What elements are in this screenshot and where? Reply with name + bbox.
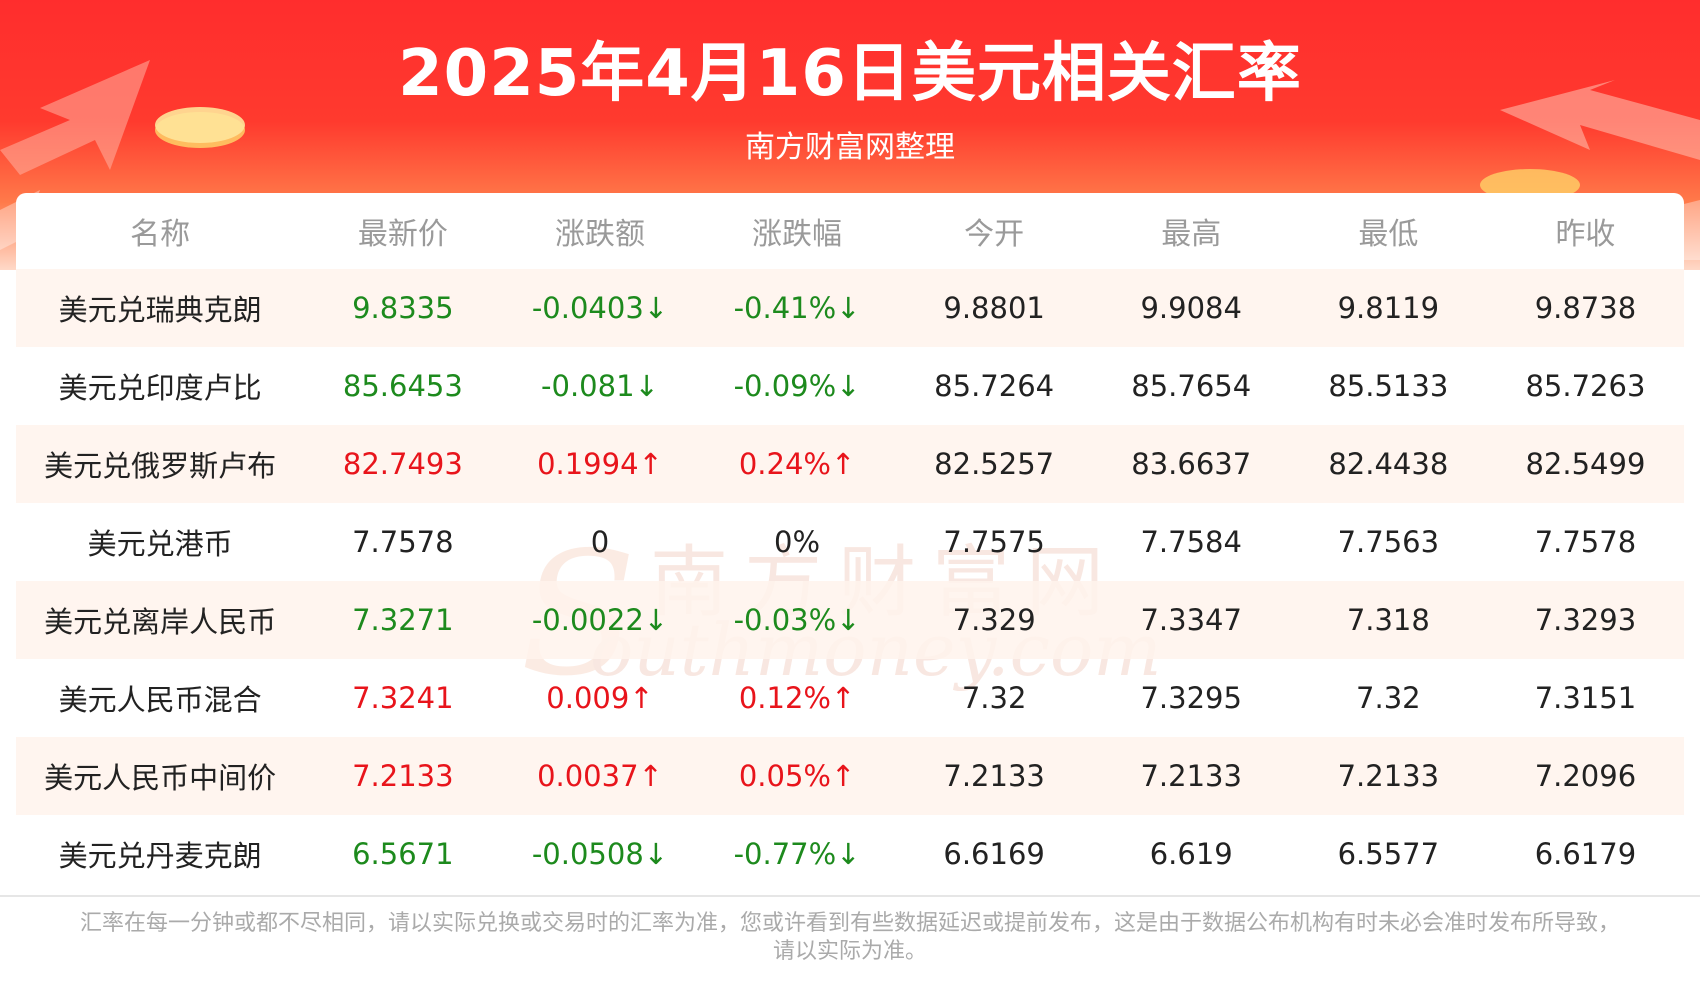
cell-open: 6.6169 [943, 837, 1045, 871]
cell-name: 美元兑离岸人民币 [16, 581, 305, 659]
cell-name: 美元兑瑞典克朗 [16, 269, 305, 347]
cell-name: 美元人民币中间价 [16, 737, 305, 815]
footer-divider [0, 895, 1700, 897]
cell-latest: 7.3271 [304, 581, 502, 659]
cell-low: 7.7563 [1337, 525, 1440, 559]
table-row: 美元兑离岸人民币 7.3271 -0.0022↓ -0.03%↓ 7.329 7.3347… [16, 581, 1684, 659]
cell-change-pct: -0.41%↓ [698, 269, 896, 347]
cell-low: 7.2133 [1289, 737, 1487, 815]
cell-change-pct: -0.03%↓ [698, 581, 896, 659]
cell-latest: 7.3241 [352, 681, 454, 715]
cell-high: 7.2133 [1092, 737, 1290, 815]
cell-high: 6.619 [1149, 837, 1233, 871]
column-header-latest: 最新价 [357, 217, 448, 252]
cell-high: 85.7654 [1131, 369, 1252, 403]
cell-prev-close: 7.2096 [1486, 737, 1684, 815]
cell-high: 9.9084 [1092, 269, 1290, 347]
cell-change: -0.0022↓ [501, 581, 699, 659]
cell-name: 美元兑俄罗斯卢布 [16, 425, 305, 503]
cell-latest: 9.8335 [304, 269, 502, 347]
column-header-open: 今开 [964, 217, 1025, 252]
cell-change-pct: 0.12%↑ [738, 681, 856, 715]
cell-change-pct: -0.77%↓ [733, 837, 861, 871]
cell-low: 7.32 [1356, 681, 1421, 715]
cell-prev-close: 82.5499 [1486, 425, 1684, 503]
cell-prev-close: 7.3151 [1534, 681, 1637, 715]
cell-low: 6.5577 [1337, 837, 1440, 871]
cell-open: 7.7575 [943, 525, 1045, 559]
cell-change: -0.0508↓ [531, 837, 669, 871]
cell-latest: 85.6453 [342, 369, 463, 403]
table-body: 美元兑瑞典克朗 9.8335 -0.0403↓ -0.41%↓ 9.8801 9.9084… [16, 269, 1684, 893]
table-header-row: 名称 最新价 涨跌额 涨跌幅 今开 最高 最低 昨收 [16, 193, 1684, 269]
cell-prev-close: 6.6179 [1534, 837, 1637, 871]
page-title: 2025年4月16日美元相关汇率 [398, 37, 1302, 111]
cell-open: 82.5257 [895, 425, 1093, 503]
cell-change: 0 [590, 525, 610, 559]
cell-prev-close: 7.3293 [1486, 581, 1684, 659]
column-header-prev-close: 昨收 [1555, 217, 1616, 252]
cell-change-pct: 0.05%↑ [698, 737, 896, 815]
cell-change: -0.0403↓ [501, 269, 699, 347]
table-row: 美元人民币中间价 7.2133 0.0037↑ 0.05%↑ 7.2133 7.2133 7… [16, 737, 1684, 815]
coin-decoration-left [155, 107, 245, 148]
cell-prev-close: 85.7263 [1525, 369, 1646, 403]
cell-high: 83.6637 [1092, 425, 1290, 503]
cell-open: 9.8801 [895, 269, 1093, 347]
cell-latest: 82.7493 [304, 425, 502, 503]
cell-change-pct: 0% [774, 525, 821, 559]
column-header-change-pct: 涨跌幅 [752, 217, 843, 252]
table-row: 美元兑港币 7.7578 0 0% 7.7575 7.7584 7.7563 7.7578 [16, 503, 1684, 581]
cell-open: 7.32 [961, 681, 1027, 715]
cell-change-pct: 0.24%↑ [698, 425, 896, 503]
disclaimer: 汇率在每一分钟或都不尽相同，请以实际兑换或交易时的汇率为准，您或许看到有些数据延… [60, 910, 1640, 966]
cell-name: 美元人民币混合 [58, 683, 262, 717]
cell-high: 7.3295 [1140, 681, 1242, 715]
cell-change: 0.009↑ [546, 681, 654, 715]
cell-name: 美元兑丹麦克朗 [58, 839, 262, 873]
column-header-change: 涨跌额 [554, 217, 645, 252]
column-header-high: 最高 [1161, 217, 1222, 252]
cell-name: 美元兑港币 [87, 527, 233, 561]
cell-high: 7.3347 [1092, 581, 1290, 659]
cell-latest: 7.2133 [304, 737, 502, 815]
cell-change-pct: -0.09%↓ [733, 369, 861, 403]
table-row: 美元兑俄罗斯卢布 82.7493 0.1994↑ 0.24%↑ 82.5257 83.66… [16, 425, 1684, 503]
cell-open: 7.2133 [895, 737, 1093, 815]
cell-high: 7.7584 [1140, 525, 1242, 559]
table-row: 美元兑瑞典克朗 9.8335 -0.0403↓ -0.41%↓ 9.8801 9.9084… [16, 269, 1684, 347]
cell-latest: 6.5671 [352, 837, 454, 871]
cell-low: 82.4438 [1289, 425, 1487, 503]
disclaimer-line-1: 汇率在每一分钟或都不尽相同，请以实际兑换或交易时的汇率为准，您或许看到有些数据延… [79, 911, 1620, 936]
disclaimer-line-2: 请以实际为准。 [772, 939, 927, 964]
cell-open: 85.7264 [934, 369, 1055, 403]
table-row: 美元人民币混合 7.3241 0.009↑ 0.12%↑ 7.32 7.3295 7.32 7… [16, 659, 1684, 737]
table-row: 美元兑丹麦克朗 6.5671 -0.0508↓ -0.77%↓ 6.6169 6.619 6… [16, 815, 1684, 893]
cell-name: 美元兑印度卢比 [58, 371, 262, 405]
cell-open: 7.329 [895, 581, 1093, 659]
page-subtitle: 南方财富网整理 [745, 130, 955, 165]
cell-change: 0.0037↑ [501, 737, 699, 815]
cell-low: 9.8119 [1289, 269, 1487, 347]
cell-prev-close: 7.7578 [1534, 525, 1637, 559]
cell-prev-close: 9.8738 [1486, 269, 1684, 347]
table-row: 美元兑印度卢比 85.6453 -0.081↓ -0.09%↓ 85.7264 85.76… [16, 347, 1684, 425]
cell-change: -0.081↓ [541, 369, 659, 403]
column-header-low: 最低 [1358, 217, 1419, 252]
cell-low: 7.318 [1289, 581, 1487, 659]
column-header-name: 名称 [130, 217, 191, 252]
cell-low: 85.5133 [1328, 369, 1449, 403]
cell-latest: 7.7578 [352, 525, 454, 559]
cell-change: 0.1994↑ [501, 425, 699, 503]
exchange-rate-table: 名称 最新价 涨跌额 涨跌幅 今开 最高 最低 昨收 美元兑瑞典克朗 9.8335… [16, 193, 1684, 893]
